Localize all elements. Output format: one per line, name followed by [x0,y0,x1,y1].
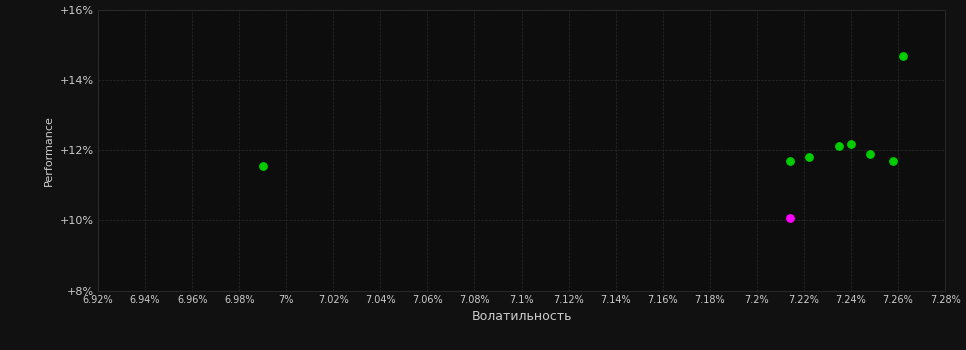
Point [782,215,798,220]
Y-axis label: Performance: Performance [44,115,54,186]
Point [801,154,816,160]
Point [782,159,798,164]
X-axis label: Волатильность: Волатильность [471,310,572,323]
Point [886,159,901,164]
Point [862,152,877,157]
Point [843,141,859,147]
Point [895,53,910,59]
Point [832,143,847,149]
Point [255,163,270,169]
